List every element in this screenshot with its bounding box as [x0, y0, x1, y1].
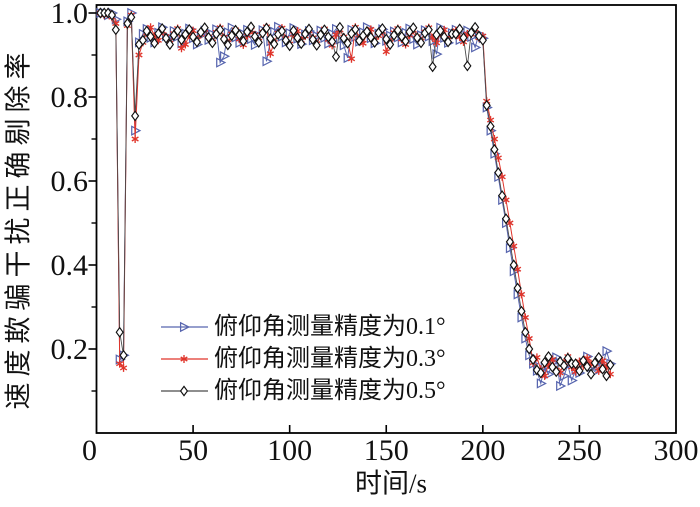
x-axis-ticks: 0 50 100 150 200 250 300: [82, 425, 699, 467]
x-tick-label: 200: [460, 434, 505, 467]
legend-item-1: 俯仰角测量精度为0.3°: [160, 343, 446, 375]
x-tick-label: 0: [82, 434, 97, 467]
x-tick-label: 100: [267, 434, 312, 467]
y-tick-label: 0.4: [51, 249, 89, 282]
y-tick-label: 0.2: [51, 333, 89, 366]
legend-label-1: 俯仰角测量精度为0.3°: [214, 346, 446, 372]
x-tick-label: 300: [654, 434, 699, 467]
legend-marker-triangle-right-icon: [161, 321, 208, 333]
y-tick-label: 0.8: [51, 81, 89, 114]
x-tick-label: 50: [178, 434, 208, 467]
legend: 俯仰角测量精度为0.1° 俯仰角测量精度为0.3° 俯仰角测量精度为0.5°: [160, 311, 446, 407]
legend-item-0: 俯仰角测量精度为0.1°: [160, 311, 446, 343]
legend-label-2: 俯仰角测量精度为0.5°: [214, 378, 446, 404]
legend-item-2: 俯仰角测量精度为0.5°: [160, 375, 446, 407]
series-俯仰角测量精度为0.5°: [96, 7, 615, 382]
y-tick-label: 0.6: [51, 165, 89, 198]
x-tick-label: 150: [364, 434, 409, 467]
y-axis-ticks: 0.2 0.4 0.6 0.8 1.0: [51, 0, 97, 392]
legend-marker-asterisk-icon: [161, 355, 208, 363]
x-tick-label: 250: [557, 434, 602, 467]
x-axis-label: 时间/s: [354, 468, 428, 499]
legend-marker-diamond-icon: [161, 385, 208, 397]
y-tick-label: 1.0: [51, 0, 89, 30]
legend-label-0: 俯仰角测量精度为0.1°: [214, 314, 446, 340]
y-axis-label: 速度欺骗干扰正确剔除率: [3, 46, 34, 410]
